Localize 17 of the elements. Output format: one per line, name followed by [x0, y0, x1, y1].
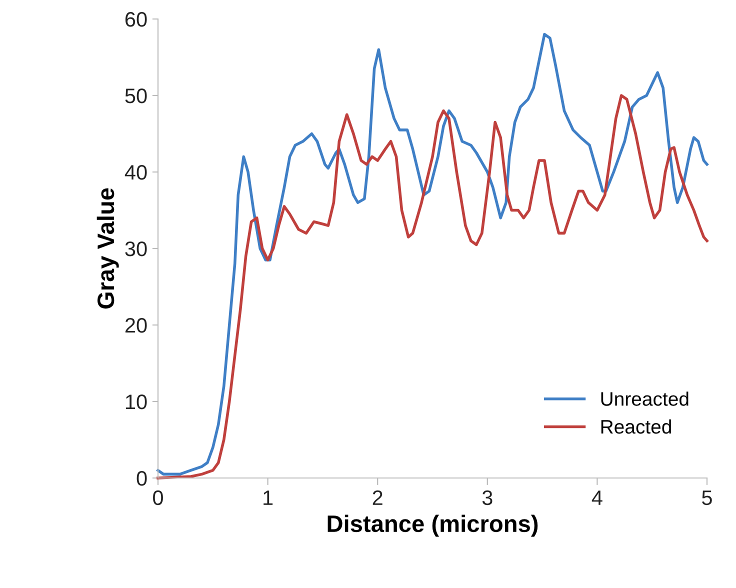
x-tick-label: 2 — [372, 490, 382, 505]
y-tick-label: 20 — [125, 318, 147, 333]
y-tick-label: 30 — [125, 242, 147, 256]
x-tick-label: 5 — [702, 490, 712, 506]
legend-label: Reacted — [601, 419, 671, 434]
x-axis-title: Distance (microns) — [328, 514, 538, 537]
y-axis-title: Gray Value — [96, 188, 119, 309]
x-tick-label: 0 — [153, 490, 163, 506]
x-tick-label: 4 — [592, 490, 602, 505]
x-tick-label: 3 — [482, 490, 492, 506]
y-tick-label: 50 — [125, 88, 147, 104]
y-tick-label: 0 — [136, 471, 147, 486]
y-tick-label: 40 — [124, 165, 147, 180]
y-tick-label: 10 — [126, 394, 147, 410]
y-tick-label: 60 — [125, 12, 147, 27]
x-tick-label: 1 — [264, 490, 273, 505]
legend-label: Unreacted — [601, 392, 688, 406]
